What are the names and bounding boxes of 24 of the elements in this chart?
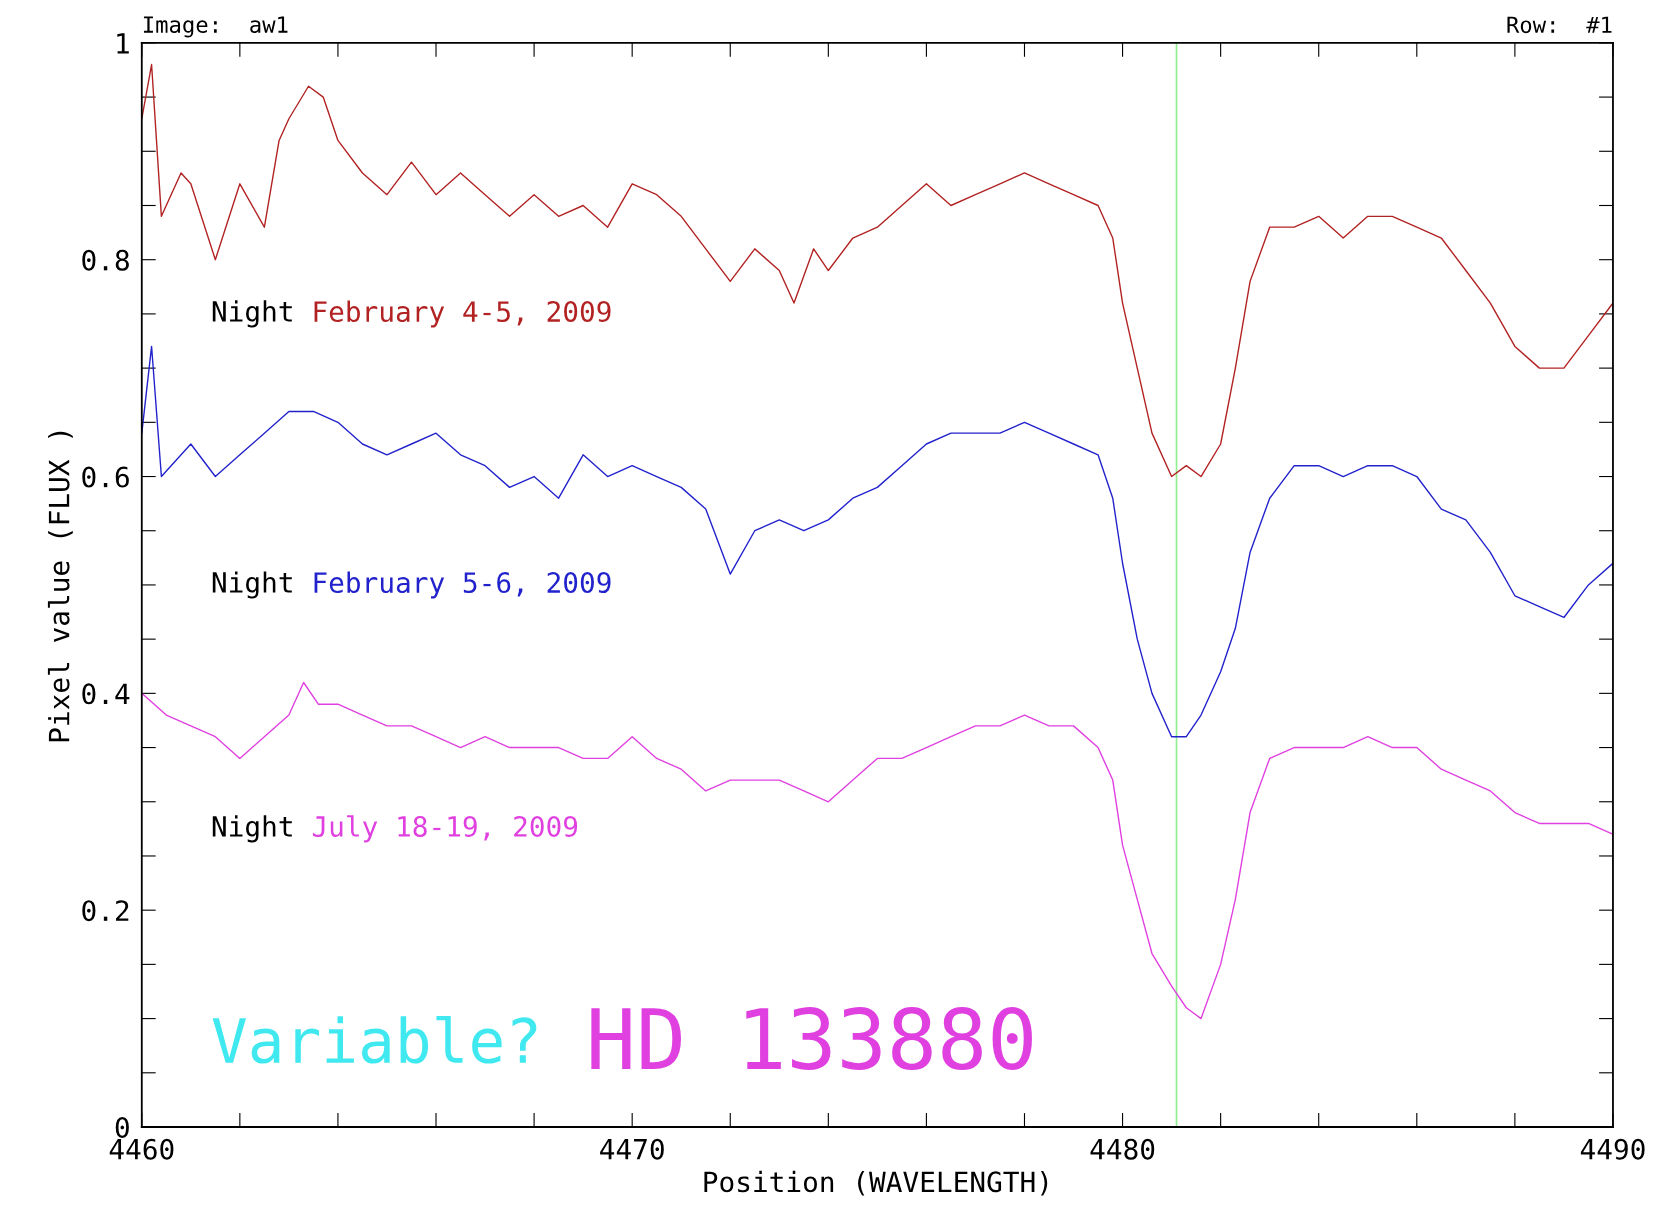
line-series	[141, 63, 1613, 478]
annotation: Night	[212, 815, 292, 843]
x-tick-label: 4480	[1090, 1138, 1155, 1160]
x-tick-label: 4490	[1580, 1138, 1645, 1160]
line-series	[141, 345, 1613, 738]
x-axis-title: Position (WAVELENGTH)	[704, 1170, 1048, 1196]
annotation: Variable?	[212, 1015, 537, 1064]
y-tick-label: 0.8	[82, 249, 129, 271]
y-axis-title: Pixel value (FLUX )	[47, 431, 73, 742]
x-tick-label: 4460	[109, 1138, 174, 1160]
text: Row: #1	[1507, 16, 1612, 34]
annotation: HD 133880	[591, 1007, 1032, 1071]
text: July 18-19, 2009	[312, 815, 578, 843]
text: February 5-6, 2009	[314, 571, 611, 599]
y-tick-label: 0.4	[82, 683, 130, 705]
y-tick-label: 0	[115, 1117, 129, 1139]
x-tick-label: 4470	[600, 1138, 664, 1160]
y-tick-label: 1	[117, 33, 129, 54]
annotation: Night	[212, 300, 292, 328]
annotation: Night	[212, 571, 292, 599]
y-tick-label: 0.2	[82, 900, 129, 922]
text: February 4-5, 2009	[314, 300, 611, 328]
y-tick-label: 0.6	[82, 466, 129, 488]
text: Image: aw1	[143, 16, 288, 38]
